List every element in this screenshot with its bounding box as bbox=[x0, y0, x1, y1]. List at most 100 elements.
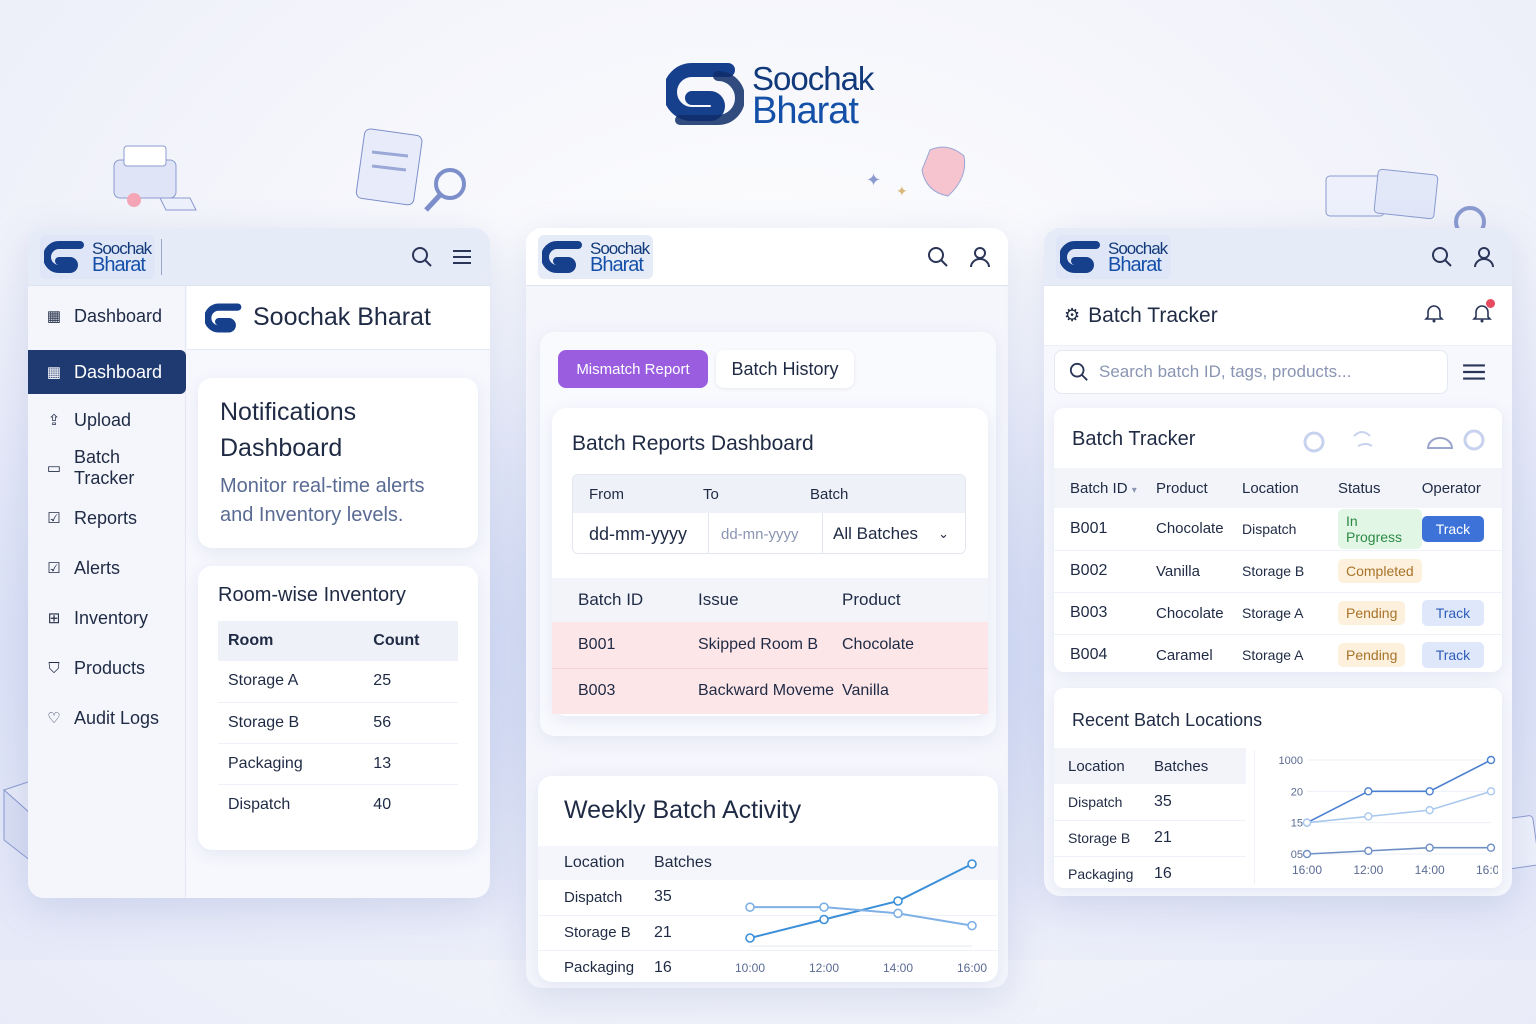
sidebar-item-label: Reports bbox=[74, 507, 138, 528]
x-tick-label: 12:00 bbox=[1353, 863, 1383, 877]
search-input[interactable]: Search batch ID, tags, products... bbox=[1054, 350, 1448, 394]
search-icon[interactable] bbox=[922, 241, 954, 273]
table-row[interactable]: B003 Chocolate Storage A Pending Track bbox=[1054, 592, 1502, 634]
box-icon: ⚙ bbox=[1064, 305, 1081, 325]
col-header-batch-id[interactable]: Batch ID ▾ bbox=[1054, 468, 1156, 508]
sidebar-item-label: Dashboard bbox=[74, 305, 163, 326]
sidebar-item-reports[interactable]: ☑ Reports bbox=[28, 496, 185, 540]
left-topbar: Soochak Bharat bbox=[28, 228, 490, 286]
table-row[interactable]: Packaging 16 bbox=[1054, 856, 1246, 892]
user-icon[interactable] bbox=[1468, 241, 1500, 273]
y-tick-label: 15 bbox=[1291, 818, 1303, 830]
soochak-logo-icon bbox=[1060, 240, 1100, 273]
brand-word-1: Soochak bbox=[752, 60, 874, 97]
x-tick-label: 14:00 bbox=[1415, 863, 1445, 877]
to-date-input[interactable]: dd-mn-yyyy bbox=[709, 513, 823, 553]
inventory-card: Room-wise Inventory Room Count Storage A… bbox=[198, 566, 478, 850]
from-date-value: dd-mm-yyyy bbox=[589, 523, 687, 544]
right-mini-logo[interactable]: Soochak Bharat bbox=[1056, 234, 1172, 279]
table-row[interactable]: Storage B 21 bbox=[1054, 820, 1246, 856]
issue-cell: Skipped Room B bbox=[698, 635, 819, 653]
operator-cell: Track bbox=[1421, 592, 1502, 634]
sidebar-item-upload[interactable]: ⇪ Upload bbox=[28, 398, 185, 442]
weather-doodle-icon bbox=[1303, 429, 1485, 453]
soochak-logo-icon bbox=[666, 63, 744, 125]
inventory-table: Room Count Storage A 25 Storage B 56 Pac… bbox=[218, 621, 458, 825]
data-point bbox=[967, 920, 977, 931]
track-button[interactable]: Track bbox=[1421, 642, 1485, 668]
table-row[interactable]: B001 Chocolate Dispatch In Progress Track bbox=[1054, 508, 1502, 550]
sidebar-item-alerts[interactable]: ☑ Alerts bbox=[28, 546, 185, 590]
search-icon bbox=[1069, 362, 1088, 381]
col-header-location: Location bbox=[564, 854, 625, 871]
inventory-title: Room-wise Inventory bbox=[218, 584, 406, 606]
sidebar-item-batch-tracker[interactable]: ▭ Batch Tracker bbox=[28, 446, 185, 490]
right-topbar: Soochak Bharat bbox=[1044, 228, 1512, 286]
sidebar-item-audit-logs[interactable]: ♡ Audit Logs bbox=[28, 696, 185, 740]
sidebar-item-dashboard-header[interactable]: ▦ Dashboard bbox=[28, 294, 185, 338]
upload-icon: ⇪ bbox=[47, 412, 61, 429]
mismatch-table: Batch ID Issue Product B001 Skipped Room… bbox=[552, 578, 988, 714]
table-row[interactable]: B002 Vanilla Storage B Completed bbox=[1054, 550, 1502, 592]
issue-cell: Backward Moveme bbox=[698, 682, 835, 700]
table-row[interactable]: Storage B 56 bbox=[218, 702, 458, 743]
y-tick-label: 20 bbox=[1291, 786, 1303, 798]
user-icon[interactable] bbox=[964, 241, 996, 273]
batch-id-cell: B004 bbox=[1070, 646, 1108, 663]
table-row[interactable]: B001 Skipped Room B Chocolate bbox=[552, 622, 988, 668]
data-point bbox=[1302, 818, 1312, 827]
header-title: Soochak Bharat bbox=[253, 303, 431, 331]
series-line bbox=[1306, 759, 1492, 824]
from-date-input[interactable]: dd-mm-yyyy bbox=[573, 513, 709, 553]
tracker-header-title: Batch Tracker bbox=[1088, 303, 1218, 327]
data-point bbox=[1486, 843, 1496, 852]
weekly-table: Location Batches Dispatch 35 Storage B 2… bbox=[538, 846, 998, 985]
table-row[interactable]: Storage A 25 bbox=[218, 661, 458, 702]
data-point bbox=[1425, 843, 1434, 852]
weekly-activity-card: Weekly Batch Activity Location Batches D… bbox=[538, 776, 998, 982]
col-header-location: Location bbox=[1068, 757, 1125, 775]
table-row[interactable]: Packaging 13 bbox=[218, 743, 458, 784]
data-point bbox=[967, 859, 977, 869]
menu-icon[interactable] bbox=[446, 241, 478, 273]
data-point bbox=[819, 902, 829, 912]
data-point bbox=[745, 933, 755, 943]
batch-id-cell: B001 bbox=[578, 635, 616, 653]
table-row[interactable]: Storage B 21 bbox=[538, 915, 998, 950]
track-button[interactable]: Track bbox=[1421, 600, 1485, 626]
recent-locations-chart: 1000 20 15 05 16:00 12:00 14:00 16:00 bbox=[1254, 750, 1498, 884]
col-header-batch-id: Batch ID bbox=[578, 590, 644, 609]
room-cell: Packaging bbox=[228, 754, 303, 772]
tab-batch-history[interactable]: Batch History bbox=[716, 350, 854, 388]
table-row[interactable]: B004 Caramel Storage A Pending Track bbox=[1054, 634, 1502, 676]
search-icon[interactable] bbox=[406, 241, 438, 273]
bell-icon[interactable] bbox=[1424, 303, 1444, 328]
product-cell: Vanilla bbox=[842, 682, 889, 700]
table-row[interactable]: Dispatch 35 bbox=[1054, 784, 1246, 820]
tab-mismatch-report[interactable]: Mismatch Report bbox=[558, 350, 708, 388]
data-point bbox=[745, 902, 755, 912]
track-button[interactable]: Track bbox=[1421, 515, 1485, 542]
table-row[interactable]: Dispatch 40 bbox=[218, 784, 458, 825]
sidebar-item-label: Alerts bbox=[74, 557, 121, 578]
product-cell: Chocolate bbox=[1156, 520, 1224, 538]
batch-id-cell: B003 bbox=[578, 682, 616, 700]
middle-topbar: Soochak Bharat bbox=[526, 228, 1008, 286]
notification-bell-icon[interactable] bbox=[1472, 299, 1495, 328]
left-mini-logo[interactable]: Soochak Bharat bbox=[40, 234, 156, 279]
middle-mini-logo[interactable]: Soochak Bharat bbox=[538, 234, 654, 279]
table-row[interactable]: Dispatch 35 bbox=[538, 880, 998, 915]
batch-id-cell: B002 bbox=[1070, 562, 1108, 579]
location-cell: Dispatch bbox=[1242, 520, 1297, 537]
reports-container: Mismatch Report Batch History Batch Repo… bbox=[540, 332, 996, 736]
sidebar-item-inventory[interactable]: ⊞ Inventory bbox=[28, 596, 185, 640]
sidebar-item-products[interactable]: ⛉ Products bbox=[28, 646, 185, 690]
batch-select[interactable]: All Batches ⌄ bbox=[823, 513, 965, 553]
sidebar-item-dashboard[interactable]: ▦ Dashboard bbox=[28, 350, 186, 394]
menu-icon[interactable] bbox=[1458, 356, 1490, 388]
search-icon[interactable] bbox=[1426, 241, 1458, 273]
middle-panel: Soochak Bharat Mismatch Report Batch Hist… bbox=[526, 228, 1008, 988]
table-row[interactable]: B003 Backward Moveme Vanilla bbox=[552, 668, 988, 714]
count-cell: 40 bbox=[373, 795, 392, 813]
table-row[interactable]: Packaging 16 bbox=[538, 950, 998, 985]
